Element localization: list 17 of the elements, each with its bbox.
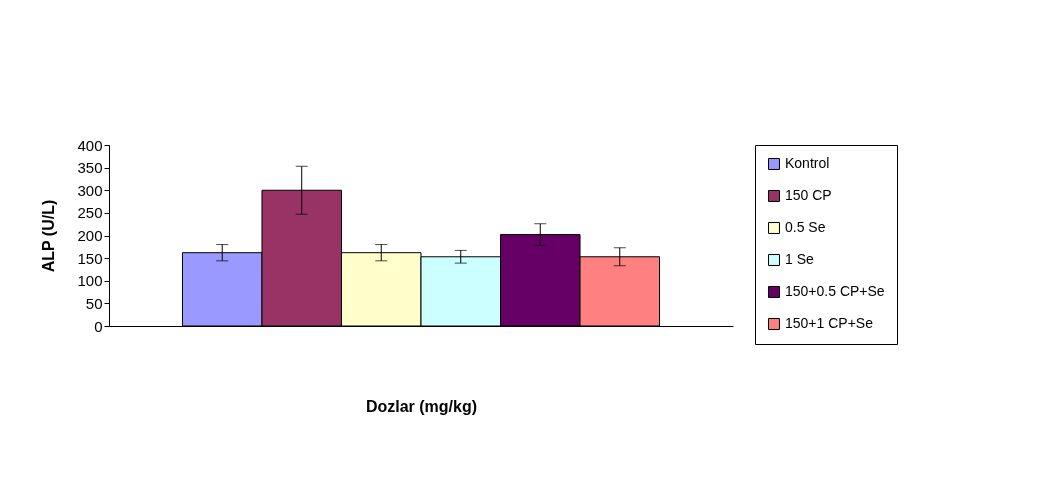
legend-label: 150+1 CP+Se [785, 315, 874, 331]
legend-label: 150+0.5 CP+Se [785, 283, 885, 299]
legend-label: Kontrol [785, 155, 830, 171]
y-tick-label: 250 [77, 204, 103, 222]
legend-label: 0.5 Se [785, 219, 826, 235]
legend-label: 1 Se [785, 251, 815, 267]
legend-label: 150 CP [785, 187, 832, 203]
y-tick-label: 100 [77, 272, 103, 290]
y-axis-title: ALP (U/L) [40, 199, 58, 273]
y-tick-label: 400 [77, 136, 103, 154]
y-tick-label: 300 [77, 181, 103, 199]
y-tick-label: 0 [94, 317, 103, 335]
y-tick-label: 350 [77, 159, 103, 177]
y-tick-label: 50 [85, 294, 103, 312]
x-axis-title: Dozlar (mg/kg) [365, 397, 478, 415]
y-tick-label: 200 [77, 227, 103, 244]
y-tick-label: 150 [77, 249, 103, 267]
